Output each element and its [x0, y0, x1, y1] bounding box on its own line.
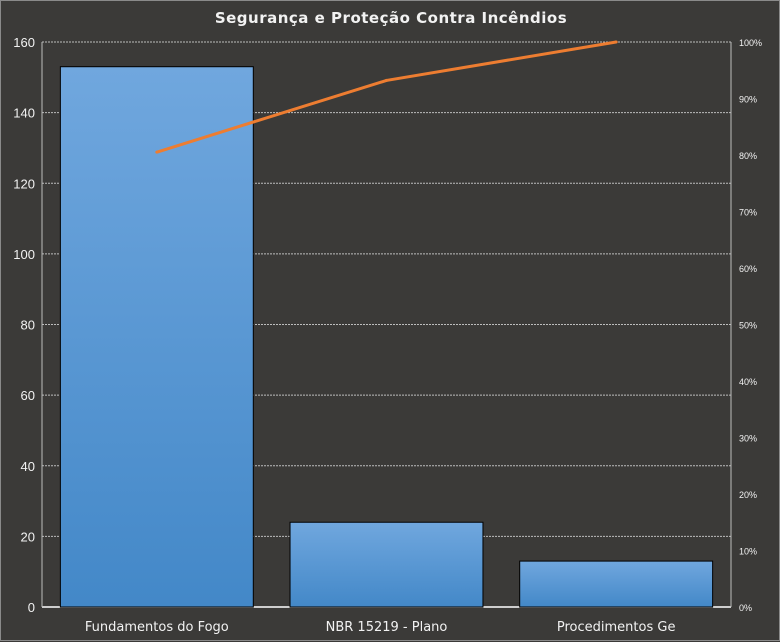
- y2-tick-label: 50%: [739, 321, 757, 331]
- cumulative-point: [614, 40, 618, 44]
- x-tick-label: NBR 15219 - Plano: [326, 620, 448, 635]
- y2-tick-label: 20%: [739, 490, 757, 500]
- y-tick-label: 60: [21, 388, 35, 403]
- y2-tick-label: 30%: [739, 434, 757, 444]
- y2-tick-label: 60%: [739, 264, 757, 274]
- x-tick-label: Fundamentos do Fogo: [85, 620, 229, 635]
- y2-tick-label: 0%: [739, 603, 752, 613]
- y2-tick-label: 90%: [739, 95, 757, 105]
- bar: [289, 521, 484, 608]
- bar: [59, 66, 254, 608]
- chart-title: Segurança e Proteção Contra Incêndios: [214, 9, 568, 27]
- y2-tick-label: 100%: [739, 38, 762, 48]
- y-tick-label: 0: [28, 600, 35, 615]
- y-tick-label: 160: [13, 35, 35, 50]
- y2-tick-label: 70%: [739, 208, 757, 218]
- y-tick-label: 20: [21, 529, 35, 544]
- y-tick-label: 40: [21, 459, 35, 474]
- x-tick-label: Procedimentos Ge: [557, 620, 676, 635]
- y2-tick-label: 80%: [739, 151, 757, 161]
- cumulative-point: [155, 150, 159, 154]
- y-tick-label: 100: [13, 247, 35, 262]
- y-tick-label: 80: [21, 318, 35, 333]
- bar: [519, 560, 714, 608]
- y2-tick-label: 10%: [739, 547, 757, 557]
- cumulative-point: [385, 78, 388, 82]
- y-tick-label: 120: [13, 176, 35, 191]
- y2-tick-label: 40%: [739, 377, 757, 387]
- y-tick-label: 140: [13, 106, 35, 121]
